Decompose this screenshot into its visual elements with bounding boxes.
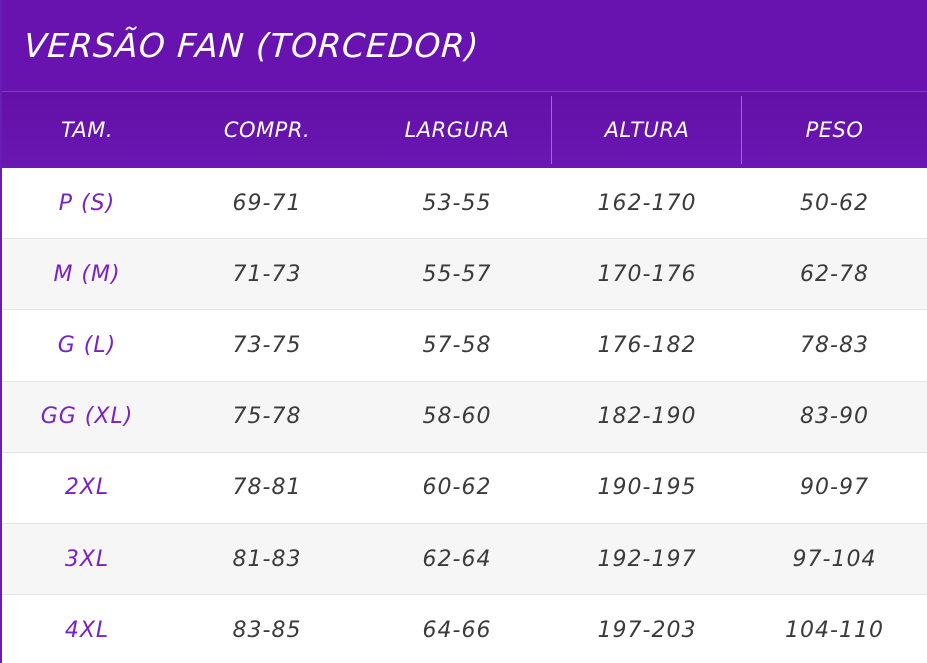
- height-cell: 197-203: [597, 617, 697, 643]
- length-cell: 78-81: [232, 475, 302, 501]
- width-cell: 53-55: [422, 190, 492, 216]
- table-row: 2XL 78-81 60-62 190-195 90-97: [2, 453, 927, 524]
- width-cell: 60-62: [422, 475, 492, 501]
- size-cell: M (M): [53, 261, 121, 287]
- column-header-height: ALTURA: [552, 92, 742, 168]
- weight-cell: 90-97: [800, 475, 869, 501]
- weight-cell: 83-90: [800, 404, 869, 430]
- chart-title: VERSÃO FAN (TORCEDOR): [22, 26, 481, 65]
- width-cell: 55-57: [422, 261, 492, 287]
- column-header-length: COMPR.: [223, 118, 311, 142]
- table-row: M (M) 71-73 55-57 170-176 62-78: [2, 239, 927, 311]
- height-cell: 192-197: [597, 546, 697, 572]
- height-cell: 182-190: [597, 404, 697, 430]
- column-header-width: LARGURA: [362, 92, 552, 168]
- weight-cell: 104-110: [785, 617, 884, 643]
- width-cell: 62-64: [422, 546, 492, 572]
- width-cell: 58-60: [422, 404, 492, 430]
- weight-cell: 78-83: [800, 332, 869, 358]
- length-cell: 83-85: [232, 617, 302, 643]
- height-cell: 170-176: [597, 261, 697, 287]
- height-cell: 176-182: [597, 332, 697, 358]
- table-row: G (L) 73-75 57-58 176-182 78-83: [2, 310, 927, 382]
- weight-cell: 50-62: [800, 190, 869, 216]
- column-header-size: TAM.: [60, 118, 114, 142]
- size-cell: GG (XL): [40, 404, 134, 430]
- weight-cell: 97-104: [792, 546, 877, 572]
- height-cell: 190-195: [597, 475, 697, 501]
- weight-cell: 62-78: [800, 261, 869, 287]
- size-cell: G (L): [57, 332, 117, 358]
- table-row: 4XL 83-85 64-66 197-203 104-110: [2, 595, 927, 663]
- length-cell: 75-78: [232, 404, 302, 430]
- width-cell: 64-66: [422, 617, 492, 643]
- table-header: TAM. COMPR. LARGURA ALTURA PESO: [2, 91, 927, 168]
- column-header-weight: PESO: [805, 118, 864, 142]
- table-row: P (S) 69-71 53-55 162-170 50-62: [2, 168, 927, 240]
- length-cell: 69-71: [232, 190, 302, 216]
- size-cell: 3XL: [64, 546, 110, 572]
- size-cell: 2XL: [64, 475, 110, 501]
- size-cell: 4XL: [64, 617, 110, 643]
- table-row: GG (XL) 75-78 58-60 182-190 83-90: [2, 381, 927, 453]
- length-cell: 71-73: [232, 261, 302, 287]
- length-cell: 73-75: [232, 332, 302, 358]
- table-body: P (S) 69-71 53-55 162-170 50-62 M (M) 71…: [2, 168, 927, 663]
- size-cell: P (S): [58, 190, 116, 216]
- title-bar: VERSÃO FAN (TORCEDOR): [2, 0, 927, 91]
- table-row: 3XL 81-83 62-64 192-197 97-104: [2, 523, 927, 596]
- height-cell: 162-170: [597, 190, 697, 216]
- width-cell: 57-58: [422, 332, 492, 358]
- length-cell: 81-83: [232, 546, 302, 572]
